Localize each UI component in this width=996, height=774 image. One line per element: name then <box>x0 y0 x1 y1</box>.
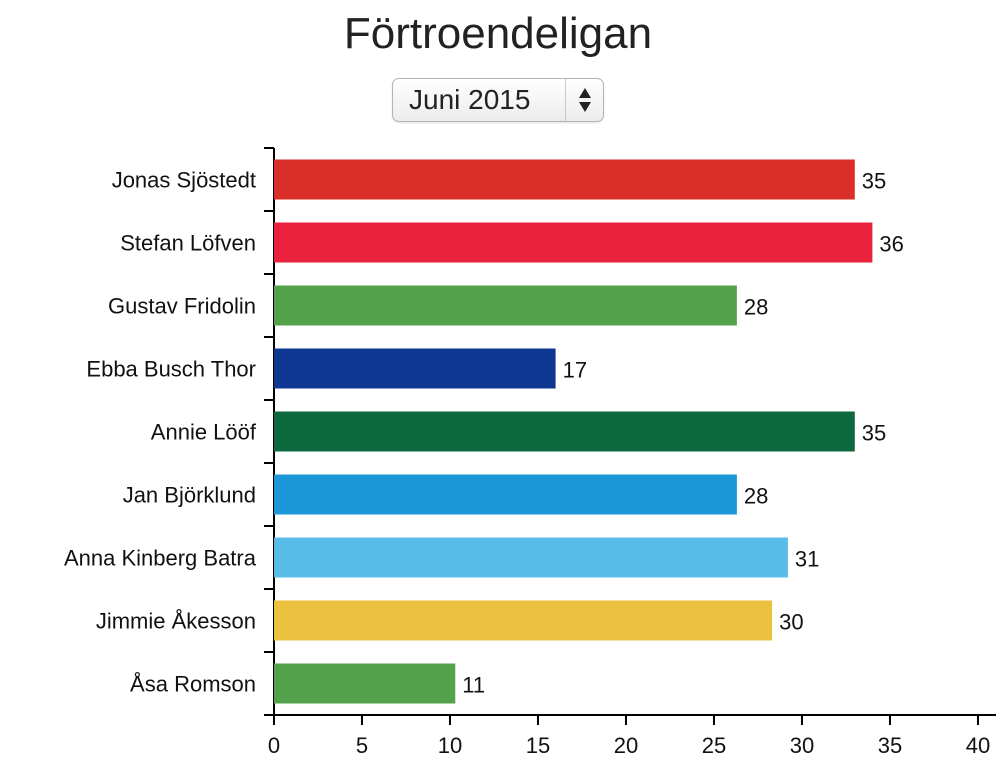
category-label: Jan Björklund <box>123 483 256 508</box>
data-label: 35 <box>862 421 886 446</box>
data-label: 35 <box>862 169 886 194</box>
bar <box>274 159 855 200</box>
category-label: Åsa Romson <box>130 672 256 697</box>
bar <box>274 411 855 452</box>
data-label: 11 <box>462 673 485 698</box>
bar <box>274 663 456 704</box>
data-label: 17 <box>563 358 587 383</box>
x-tick-label: 40 <box>966 733 990 758</box>
bar <box>274 474 737 515</box>
category-label: Ebba Busch Thor <box>86 357 256 382</box>
page-title: Förtroendeligan <box>343 9 653 58</box>
category-label: Jimmie Åkesson <box>96 609 256 634</box>
x-tick-label: 5 <box>356 733 368 758</box>
category-label: Gustav Fridolin <box>108 294 256 319</box>
bar <box>274 348 556 389</box>
data-label: 28 <box>744 295 768 320</box>
x-tick-label: 35 <box>878 733 902 758</box>
bar <box>274 222 873 263</box>
x-tick-label: 30 <box>790 733 814 758</box>
data-label: 31 <box>795 547 819 572</box>
x-tick-label: 15 <box>526 733 550 758</box>
x-tick-label: 20 <box>614 733 638 758</box>
data-label: 30 <box>779 610 803 635</box>
select-divider <box>565 79 566 121</box>
data-label: 36 <box>879 232 903 257</box>
category-label: Stefan Löfven <box>120 231 256 256</box>
bar <box>274 285 737 326</box>
bar <box>274 537 788 578</box>
category-label: Jonas Sjöstedt <box>112 168 256 193</box>
period-select[interactable]: Juni 2015 <box>392 78 604 122</box>
category-label: Anna Kinberg Batra <box>64 546 257 571</box>
x-tick-label: 25 <box>702 733 726 758</box>
x-tick-label: 0 <box>268 733 280 758</box>
x-tick-label: 10 <box>438 733 462 758</box>
period-select-value: Juni 2015 <box>409 84 531 115</box>
data-label: 28 <box>744 484 768 509</box>
updown-arrows-icon <box>579 88 591 112</box>
bar <box>274 600 773 641</box>
category-label: Annie Lööf <box>151 420 257 445</box>
